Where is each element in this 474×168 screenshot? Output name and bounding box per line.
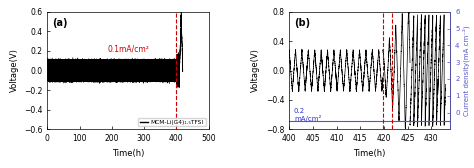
Text: (b): (b) — [294, 18, 310, 28]
Y-axis label: Voltage(V): Voltage(V) — [9, 49, 18, 93]
Y-axis label: Voltage(V): Voltage(V) — [251, 49, 260, 93]
Y-axis label: Current density(mA cm⁻²): Current density(mA cm⁻²) — [463, 25, 470, 116]
Text: (a): (a) — [52, 18, 68, 28]
Legend: MCM-Li(G4)₁.₅TFSI: MCM-Li(G4)₁.₅TFSI — [138, 118, 206, 127]
X-axis label: Time(h): Time(h) — [112, 149, 144, 158]
Text: 0.2
mA/cm²: 0.2 mA/cm² — [294, 108, 321, 122]
X-axis label: Time(h): Time(h) — [354, 149, 386, 158]
Text: 0.1mA/cm²: 0.1mA/cm² — [107, 45, 149, 53]
